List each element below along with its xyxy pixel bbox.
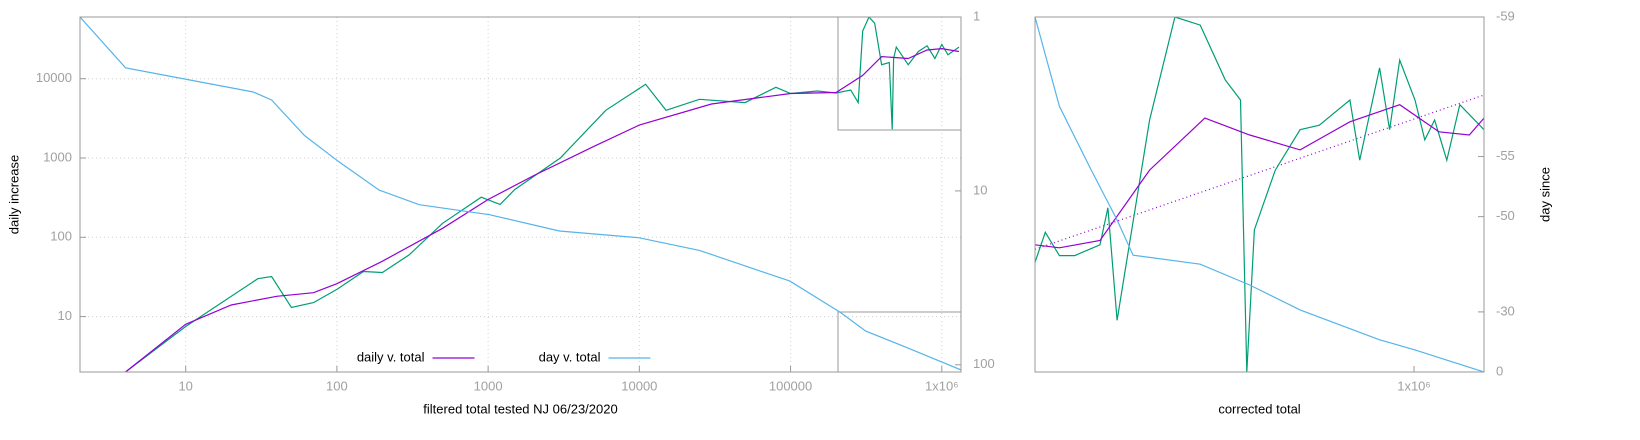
zoom-boxes (837, 17, 961, 372)
legend-label: daily v. total (357, 349, 425, 364)
series-line (1035, 17, 1484, 372)
series-line (1035, 104, 1484, 249)
x-axis-title: corrected total (1218, 401, 1300, 416)
x-tick-label: 10000 (621, 378, 657, 393)
series-line (125, 17, 960, 372)
y-tick-label: 10 (58, 308, 72, 323)
y2-tick-label: 100 (973, 356, 995, 371)
zoom-box (837, 311, 961, 372)
series-line (1035, 17, 1484, 372)
x-tick-label: 100 (326, 378, 348, 393)
x-tick-label: 1000 (474, 378, 503, 393)
y2-tick-label: -55 (1496, 148, 1515, 163)
plot-frame (1034, 16, 1485, 373)
x-tick-label: 100000 (769, 378, 812, 393)
series-line (1035, 94, 1484, 250)
y-tick-label: 10000 (36, 70, 72, 85)
y-axis-title: daily increase (6, 155, 21, 235)
y2-tick-label: 0 (1496, 363, 1503, 378)
x-tick-label: 10 (178, 378, 192, 393)
x-tick-label: 1x10⁶ (1397, 378, 1431, 393)
y-tick-label: 100 (50, 229, 72, 244)
series-line (80, 17, 961, 371)
legend-label: day v. total (539, 349, 601, 364)
x-tick-label: 1x10⁶ (925, 378, 959, 393)
y2-tick-label: -30 (1496, 303, 1515, 318)
plot-frame (79, 16, 962, 373)
y2-tick-label: -59 (1496, 8, 1515, 23)
y2-tick-label: -50 (1496, 208, 1515, 223)
y-tick-label: 1000 (43, 149, 72, 164)
y2-axis-title: day since (1537, 167, 1552, 222)
y2-tick-label: 10 (973, 182, 987, 197)
zoom-box (837, 17, 961, 131)
series-line (125, 47, 960, 372)
y2-tick-label: 1 (973, 8, 980, 23)
x-axis-title: filtered total tested NJ 06/23/2020 (423, 401, 617, 416)
